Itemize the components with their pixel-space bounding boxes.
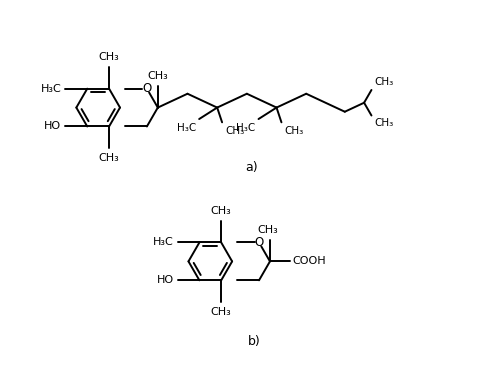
- Text: H₃C: H₃C: [177, 123, 196, 133]
- Text: b): b): [248, 335, 261, 348]
- Text: CH₃: CH₃: [211, 206, 232, 216]
- Text: CH₃: CH₃: [98, 52, 119, 62]
- Text: COOH: COOH: [292, 256, 326, 266]
- Text: CH₃: CH₃: [284, 126, 304, 136]
- Text: O: O: [254, 236, 264, 249]
- Text: H₃C: H₃C: [40, 84, 62, 94]
- Text: HO: HO: [44, 122, 62, 131]
- Text: CH₃: CH₃: [258, 224, 278, 235]
- Text: CH₃: CH₃: [98, 153, 119, 163]
- Text: CH₃: CH₃: [374, 119, 394, 128]
- Text: H₃C: H₃C: [153, 238, 174, 247]
- Text: CH₃: CH₃: [374, 77, 394, 87]
- Text: CH₃: CH₃: [211, 307, 232, 317]
- Text: CH₃: CH₃: [225, 126, 244, 136]
- Text: O: O: [142, 82, 152, 95]
- Text: HO: HO: [156, 275, 174, 285]
- Text: a): a): [245, 161, 258, 174]
- Text: CH₃: CH₃: [148, 71, 168, 81]
- Text: H₃C: H₃C: [236, 123, 256, 133]
